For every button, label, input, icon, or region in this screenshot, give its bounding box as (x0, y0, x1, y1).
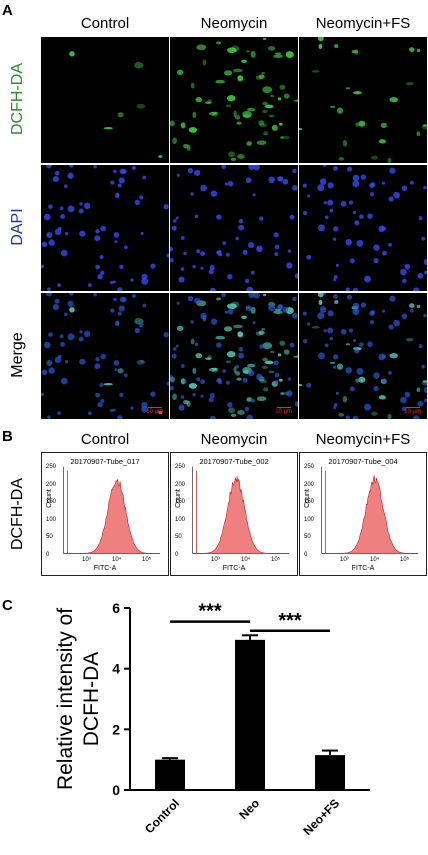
micrograph-dapi-neomycin-fs (299, 165, 427, 291)
x-axis-label: FITC-A (351, 565, 375, 572)
x-tick-label: 10⁴ (112, 557, 122, 563)
flow-row-label: DCFH-DA (9, 478, 26, 550)
y-axis-label: Count (174, 489, 182, 508)
x-tick-label: 10⁴ (241, 557, 251, 563)
x-tick-label: 10³ (82, 557, 91, 563)
y-tick-label: 100 (46, 516, 57, 523)
micrograph-merge-control: 10 µm (41, 293, 169, 419)
col-header-neomycin: Neomycin (200, 15, 268, 32)
flow-histogram-neomycin: 20170907-Tube_002 250 200 150 100 50 0 10³ 10⁴ 10… (170, 452, 298, 576)
histogram-fill (85, 479, 148, 554)
micrograph-dcfh-control (41, 37, 169, 163)
col-header-control: Control (80, 15, 130, 32)
significance-stars: *** (198, 601, 222, 623)
bar-chart: 0 2 4 6 Relative intensity of DCFH-DA Control N… (0, 590, 428, 850)
y-tick-label: 0 (175, 552, 179, 558)
scale-bar: 10 µm (275, 406, 292, 415)
y-tick-label: 50 (175, 534, 182, 541)
flow-header-control: Control (80, 431, 130, 448)
x-tick-label: Control (142, 796, 182, 836)
x-tick-label: 10⁵ (271, 557, 281, 563)
y-tick-label: 250 (304, 464, 315, 470)
x-tick-label: Neo+FS (300, 796, 342, 838)
y-axis-label-line1: Relative intensity of (54, 608, 77, 790)
x-axis-label: FITC-A (222, 565, 246, 572)
y-tick-label: 100 (175, 516, 186, 523)
scale-bar: 10 µm (146, 406, 163, 415)
bar-control (155, 759, 185, 790)
x-tick-label: 10⁵ (142, 557, 152, 563)
scale-bar-label: 10 µm (275, 409, 292, 415)
histogram-fill (205, 476, 268, 554)
y-tick-label: 0 (46, 552, 50, 558)
significance-stars: *** (278, 610, 302, 632)
histogram-fill (343, 475, 406, 554)
flow-header-neomycin: Neomycin (200, 431, 268, 448)
tube-label: 20170907-Tube_002 (199, 457, 269, 466)
col-header-neomycin-fs: Neomycin+FS (315, 15, 411, 32)
micrograph-merge-neomycin: 10 µm (170, 293, 298, 419)
panel-a-letter: A (2, 2, 13, 19)
y-tick-label: 4 (112, 661, 120, 677)
y-tick-label: 250 (46, 464, 57, 470)
y-tick-label: 200 (46, 481, 57, 488)
x-axis-label: FITC-A (93, 565, 117, 572)
y-tick-label: 150 (46, 499, 57, 506)
panel-c-letter: C (2, 597, 13, 614)
micrograph-dapi-neomycin (170, 165, 298, 291)
scale-bar-line (276, 406, 291, 408)
row-label-merge: Merge (9, 332, 26, 378)
y-axis-label-line2: DCFH-DA (80, 652, 103, 747)
tube-label: 20170907-Tube_017 (70, 457, 140, 466)
scale-bar-label: 10 µm (404, 409, 421, 415)
scale-bar: 10 µm (404, 406, 421, 415)
flow-histogram-neomycin-fs: 20170907-Tube_004 250 200 150 100 50 0 10³ 10⁴ 10… (299, 452, 427, 576)
x-tick-label: 10³ (211, 557, 220, 563)
x-tick-label: 10³ (340, 557, 349, 563)
flow-header-neomycin-fs: Neomycin+FS (315, 431, 411, 448)
x-tick-label: 10⁴ (370, 557, 380, 563)
y-tick-label: 50 (304, 534, 311, 541)
y-tick-label: 50 (46, 534, 53, 541)
bar-neo (235, 639, 265, 790)
y-tick-label: 6 (112, 600, 120, 616)
y-tick-label: 0 (304, 552, 308, 558)
micrograph-dcfh-neomycin-fs (299, 37, 427, 163)
bar-neo-fs (315, 755, 345, 790)
y-tick-label: 100 (304, 516, 315, 523)
x-tick-label: 10⁵ (400, 557, 410, 563)
y-tick-label: 0 (112, 782, 120, 798)
scale-bar-line (147, 406, 162, 408)
micrograph-dapi-control (41, 165, 169, 291)
y-tick-label: 2 (112, 721, 120, 737)
bar-chart-svg: 0 2 4 6 Relative intensity of DCFH-DA Control N… (54, 600, 370, 838)
y-axis-label: Count (303, 489, 311, 508)
tube-label: 20170907-Tube_004 (328, 457, 398, 466)
scale-bar-label: 10 µm (146, 409, 163, 415)
row-label-dcfh: DCFH-DA (9, 63, 26, 135)
y-tick-label: 150 (304, 499, 315, 506)
scale-bar-line (405, 406, 420, 408)
row-label-dapi: DAPI (9, 208, 26, 246)
y-axis-label: Count (45, 489, 53, 508)
y-tick-label: 150 (175, 499, 186, 506)
flow-histogram-control: 20170907-Tube_017 250 200 150 100 50 0 10³ 10⁴ 10… (41, 452, 169, 576)
micrograph-dcfh-neomycin (170, 37, 298, 163)
panel-b-letter: B (2, 428, 13, 445)
y-tick-label: 200 (304, 481, 315, 488)
x-tick-label: Neo (236, 796, 262, 822)
micrograph-merge-neomycin-fs: 10 µm (299, 293, 427, 419)
y-tick-label: 200 (175, 481, 186, 488)
y-tick-label: 250 (175, 464, 186, 470)
